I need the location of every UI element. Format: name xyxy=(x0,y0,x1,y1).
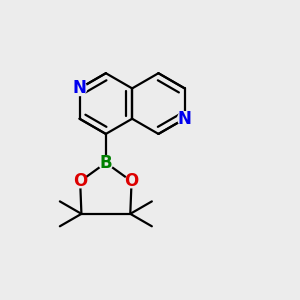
Text: B: B xyxy=(100,154,112,172)
Text: N: N xyxy=(73,80,86,98)
Circle shape xyxy=(178,112,192,126)
Text: N: N xyxy=(178,110,192,128)
Circle shape xyxy=(72,81,87,95)
Text: O: O xyxy=(73,172,87,190)
Circle shape xyxy=(74,175,87,188)
Circle shape xyxy=(99,156,113,170)
Circle shape xyxy=(125,175,138,188)
Text: O: O xyxy=(124,172,139,190)
